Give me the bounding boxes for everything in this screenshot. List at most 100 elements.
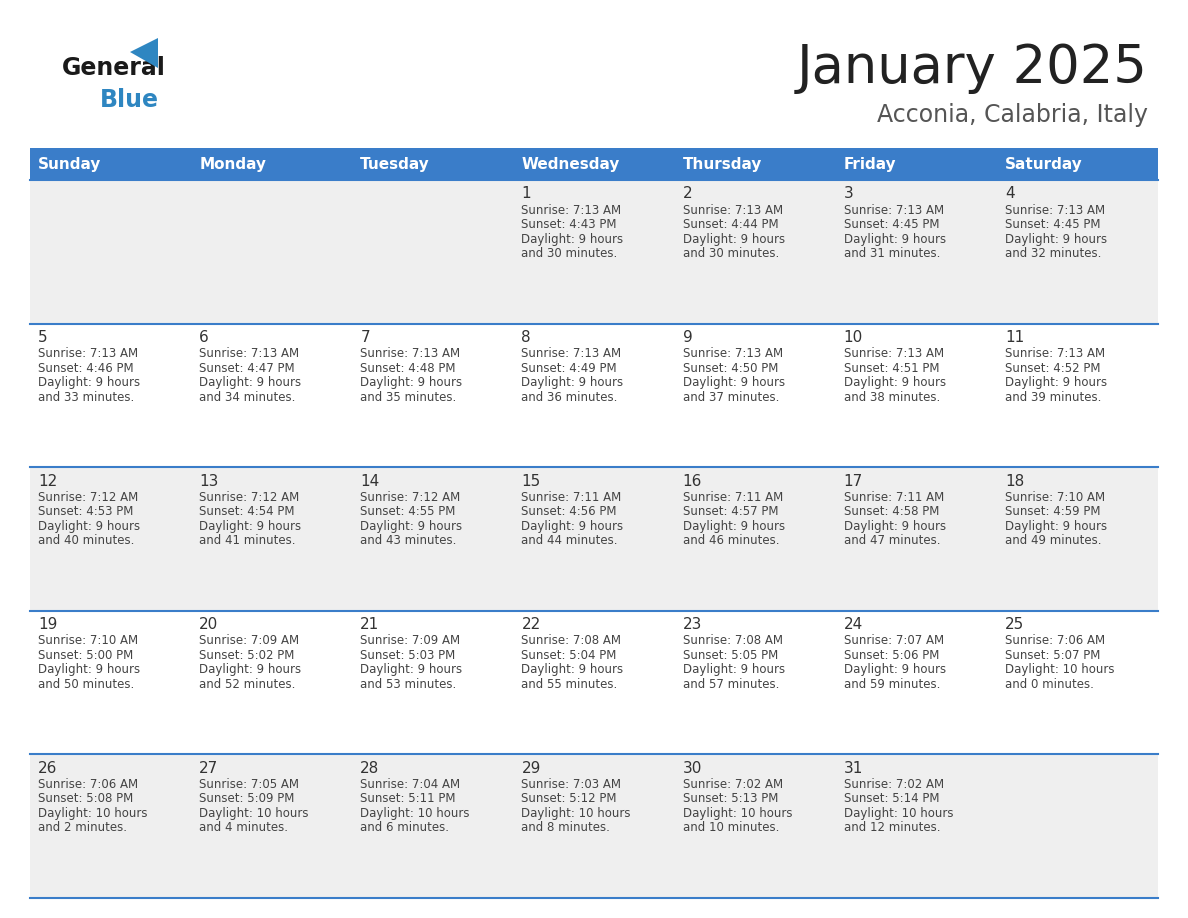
Text: Sunset: 4:44 PM: Sunset: 4:44 PM xyxy=(683,218,778,231)
Text: Sunset: 5:04 PM: Sunset: 5:04 PM xyxy=(522,649,617,662)
Text: 17: 17 xyxy=(843,474,862,488)
Text: and 40 minutes.: and 40 minutes. xyxy=(38,534,134,547)
Text: Sunset: 5:05 PM: Sunset: 5:05 PM xyxy=(683,649,778,662)
Text: 23: 23 xyxy=(683,617,702,633)
Text: Daylight: 10 hours: Daylight: 10 hours xyxy=(1005,664,1114,677)
Text: General: General xyxy=(62,56,166,80)
Text: Daylight: 9 hours: Daylight: 9 hours xyxy=(683,232,785,245)
Text: Sunset: 5:13 PM: Sunset: 5:13 PM xyxy=(683,792,778,805)
Text: Sunset: 4:58 PM: Sunset: 4:58 PM xyxy=(843,505,939,518)
Text: Daylight: 9 hours: Daylight: 9 hours xyxy=(522,232,624,245)
Bar xyxy=(513,467,675,610)
Bar xyxy=(675,324,835,467)
Text: 21: 21 xyxy=(360,617,379,633)
Text: Sunset: 4:53 PM: Sunset: 4:53 PM xyxy=(38,505,133,518)
Text: Sunset: 4:45 PM: Sunset: 4:45 PM xyxy=(1005,218,1100,231)
Bar xyxy=(997,180,1158,324)
Text: Sunrise: 7:12 AM: Sunrise: 7:12 AM xyxy=(200,491,299,504)
Bar xyxy=(675,610,835,755)
Bar xyxy=(191,148,353,180)
Text: 19: 19 xyxy=(38,617,57,633)
Text: and 43 minutes.: and 43 minutes. xyxy=(360,534,456,547)
Bar xyxy=(997,467,1158,610)
Bar xyxy=(835,610,997,755)
Text: 27: 27 xyxy=(200,761,219,776)
Text: Sunset: 4:56 PM: Sunset: 4:56 PM xyxy=(522,505,617,518)
Text: and 50 minutes.: and 50 minutes. xyxy=(38,677,134,691)
Text: Sunrise: 7:10 AM: Sunrise: 7:10 AM xyxy=(1005,491,1105,504)
Text: and 10 minutes.: and 10 minutes. xyxy=(683,822,779,834)
Text: Monday: Monday xyxy=(200,156,266,172)
Text: and 44 minutes.: and 44 minutes. xyxy=(522,534,618,547)
Text: Daylight: 9 hours: Daylight: 9 hours xyxy=(38,664,140,677)
Text: January 2025: January 2025 xyxy=(797,42,1148,94)
Text: 14: 14 xyxy=(360,474,379,488)
Text: Sunset: 4:57 PM: Sunset: 4:57 PM xyxy=(683,505,778,518)
Text: 25: 25 xyxy=(1005,617,1024,633)
Text: Sunrise: 7:08 AM: Sunrise: 7:08 AM xyxy=(683,634,783,647)
Bar xyxy=(30,324,191,467)
Text: Sunrise: 7:13 AM: Sunrise: 7:13 AM xyxy=(683,204,783,217)
Text: and 35 minutes.: and 35 minutes. xyxy=(360,390,456,404)
Text: Sunset: 5:14 PM: Sunset: 5:14 PM xyxy=(843,792,940,805)
Text: 11: 11 xyxy=(1005,330,1024,345)
Bar xyxy=(191,467,353,610)
Text: Daylight: 9 hours: Daylight: 9 hours xyxy=(1005,376,1107,389)
Bar xyxy=(513,610,675,755)
Text: and 52 minutes.: and 52 minutes. xyxy=(200,677,296,691)
Text: Daylight: 9 hours: Daylight: 9 hours xyxy=(843,520,946,532)
Text: Daylight: 9 hours: Daylight: 9 hours xyxy=(200,520,302,532)
Bar xyxy=(30,148,191,180)
Text: Sunset: 4:51 PM: Sunset: 4:51 PM xyxy=(843,362,940,375)
Bar xyxy=(835,467,997,610)
Bar xyxy=(675,755,835,898)
Bar xyxy=(997,755,1158,898)
Text: Sunset: 4:55 PM: Sunset: 4:55 PM xyxy=(360,505,456,518)
Text: 4: 4 xyxy=(1005,186,1015,201)
Text: Sunrise: 7:02 AM: Sunrise: 7:02 AM xyxy=(843,778,943,791)
Text: Sunset: 4:48 PM: Sunset: 4:48 PM xyxy=(360,362,456,375)
Text: Blue: Blue xyxy=(100,88,159,112)
Polygon shape xyxy=(129,38,158,68)
Text: Daylight: 9 hours: Daylight: 9 hours xyxy=(1005,520,1107,532)
Text: Daylight: 9 hours: Daylight: 9 hours xyxy=(843,664,946,677)
Text: Sunrise: 7:11 AM: Sunrise: 7:11 AM xyxy=(522,491,621,504)
Text: Sunrise: 7:13 AM: Sunrise: 7:13 AM xyxy=(200,347,299,360)
Text: Daylight: 9 hours: Daylight: 9 hours xyxy=(360,664,462,677)
Text: Sunrise: 7:11 AM: Sunrise: 7:11 AM xyxy=(683,491,783,504)
Text: Daylight: 9 hours: Daylight: 9 hours xyxy=(683,520,785,532)
Text: Sunset: 4:49 PM: Sunset: 4:49 PM xyxy=(522,362,617,375)
Text: Sunset: 5:07 PM: Sunset: 5:07 PM xyxy=(1005,649,1100,662)
Text: Daylight: 9 hours: Daylight: 9 hours xyxy=(522,520,624,532)
Bar xyxy=(353,610,513,755)
Text: Sunrise: 7:13 AM: Sunrise: 7:13 AM xyxy=(843,204,943,217)
Text: Sunrise: 7:11 AM: Sunrise: 7:11 AM xyxy=(843,491,944,504)
Text: Sunset: 4:45 PM: Sunset: 4:45 PM xyxy=(843,218,940,231)
Bar xyxy=(997,148,1158,180)
Text: Wednesday: Wednesday xyxy=(522,156,620,172)
Bar xyxy=(513,755,675,898)
Text: Sunset: 4:54 PM: Sunset: 4:54 PM xyxy=(200,505,295,518)
Text: Sunrise: 7:07 AM: Sunrise: 7:07 AM xyxy=(843,634,943,647)
Text: Sunrise: 7:13 AM: Sunrise: 7:13 AM xyxy=(522,347,621,360)
Text: Sunday: Sunday xyxy=(38,156,101,172)
Text: Daylight: 9 hours: Daylight: 9 hours xyxy=(522,664,624,677)
Text: Sunrise: 7:06 AM: Sunrise: 7:06 AM xyxy=(1005,634,1105,647)
Bar xyxy=(835,180,997,324)
Text: Daylight: 10 hours: Daylight: 10 hours xyxy=(522,807,631,820)
Text: Sunrise: 7:13 AM: Sunrise: 7:13 AM xyxy=(360,347,461,360)
Text: Daylight: 10 hours: Daylight: 10 hours xyxy=(200,807,309,820)
Text: 8: 8 xyxy=(522,330,531,345)
Text: Thursday: Thursday xyxy=(683,156,762,172)
Text: 1: 1 xyxy=(522,186,531,201)
Text: Sunset: 4:47 PM: Sunset: 4:47 PM xyxy=(200,362,295,375)
Text: and 47 minutes.: and 47 minutes. xyxy=(843,534,940,547)
Text: Daylight: 9 hours: Daylight: 9 hours xyxy=(1005,232,1107,245)
Text: 22: 22 xyxy=(522,617,541,633)
Text: and 4 minutes.: and 4 minutes. xyxy=(200,822,289,834)
Text: and 55 minutes.: and 55 minutes. xyxy=(522,677,618,691)
Bar xyxy=(835,755,997,898)
Bar xyxy=(675,180,835,324)
Text: 18: 18 xyxy=(1005,474,1024,488)
Text: and 33 minutes.: and 33 minutes. xyxy=(38,390,134,404)
